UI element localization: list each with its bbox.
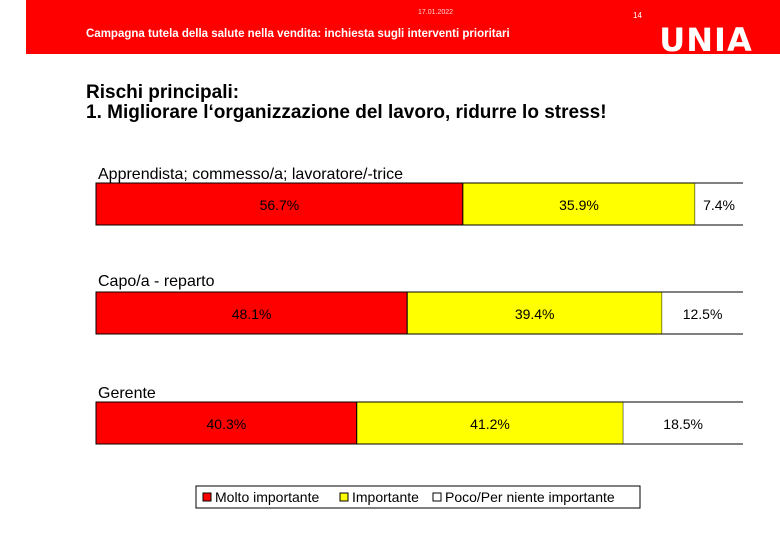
header-title: Campagna tutela della salute nella vendi… — [86, 28, 510, 40]
bar-segment — [662, 292, 743, 334]
title-line-2: 1. Migliorare l‘organizzazione del lavor… — [86, 102, 607, 123]
legend-label: Importante — [352, 489, 419, 505]
legend-swatch — [432, 492, 442, 502]
unia-logo: UNIA — [660, 22, 752, 54]
bar-segment — [95, 291, 408, 335]
data-label: 35.9% — [559, 197, 599, 213]
data-label: 12.5% — [683, 306, 723, 322]
bar-segment — [462, 182, 696, 226]
data-label: 7.4% — [703, 197, 735, 213]
header-date: 17.01.2022 — [418, 9, 454, 16]
bar-segment — [623, 402, 743, 444]
legend-swatch — [202, 492, 212, 502]
category-label: Apprendista; commesso/a; lavoratore/-tri… — [98, 166, 403, 183]
bar-segment — [406, 291, 663, 335]
page-number: 14 — [633, 11, 642, 20]
category-label: Capo/a - reparto — [98, 273, 215, 290]
legend-label: Molto importante — [215, 489, 319, 505]
title-line-1: Rischi principali: — [86, 82, 240, 103]
data-label: 41.2% — [470, 416, 510, 432]
bar-segment — [695, 183, 743, 225]
data-label: 18.5% — [663, 416, 703, 432]
legend-label: Poco/Per niente importante — [445, 489, 615, 505]
logo-text: UNIA — [660, 22, 752, 54]
category-label: Gerente — [98, 385, 156, 402]
bar-segment — [356, 401, 624, 445]
header-band — [26, 0, 780, 54]
legend-box — [195, 485, 641, 509]
data-label: 40.3% — [207, 416, 247, 432]
data-label: 48.1% — [232, 306, 272, 322]
data-label: 56.7% — [260, 197, 300, 213]
bar-segment — [95, 401, 358, 445]
page-title: Rischi principali: 1. Migliorare l‘organ… — [86, 83, 607, 123]
data-label: 39.4% — [515, 306, 555, 322]
legend-swatch — [339, 492, 349, 502]
